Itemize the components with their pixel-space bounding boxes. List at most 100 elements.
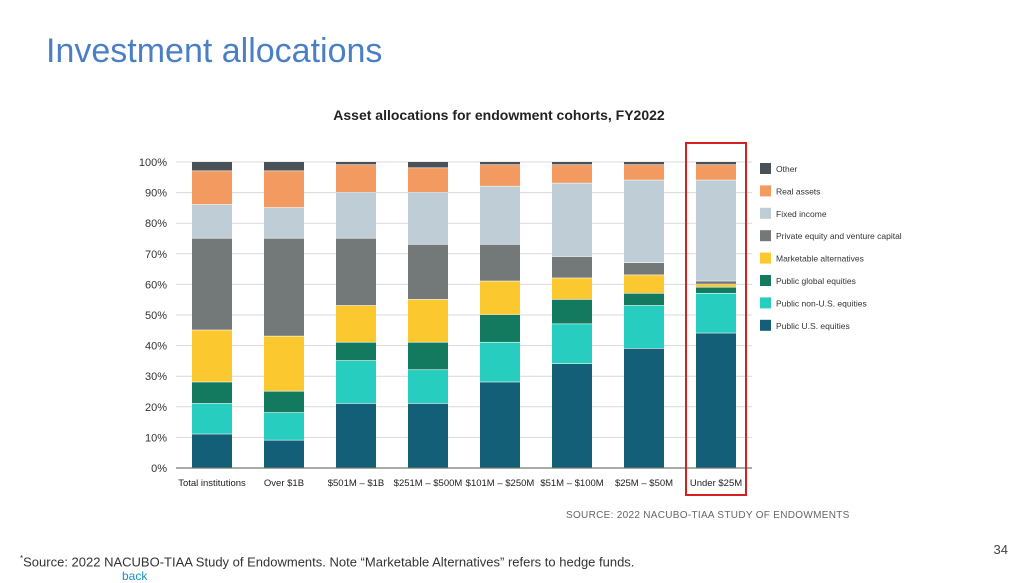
bar-segment — [192, 403, 232, 434]
footnote: *Source: 2022 NACUBO-TIAA Study of Endow… — [20, 554, 634, 569]
bar-segment — [552, 278, 592, 300]
y-tick-label: 40% — [145, 341, 167, 353]
y-tick-label: 0% — [151, 463, 167, 475]
bar-segment — [480, 315, 520, 342]
y-tick-label: 60% — [145, 279, 167, 291]
bar-segment — [552, 324, 592, 364]
bar-segment — [336, 192, 376, 238]
bar-segment — [408, 370, 448, 404]
bar-segment — [552, 256, 592, 278]
bar-segment — [552, 183, 592, 257]
x-tick-label: $25M – $50M — [615, 478, 673, 489]
legend-label: Marketable alternatives — [776, 254, 864, 264]
bar-segment — [192, 204, 232, 238]
bar-segment — [624, 348, 664, 468]
bar-segment — [552, 162, 592, 165]
page-number: 34 — [993, 542, 1008, 557]
bar-segment — [336, 238, 376, 306]
bar-segment — [408, 162, 448, 168]
bar-segment — [552, 363, 592, 468]
bar-segment — [624, 293, 664, 306]
bar-segment — [696, 180, 736, 281]
legend: Other Real assets Fixed income Private equi… — [760, 163, 902, 331]
legend-swatch — [760, 297, 771, 309]
footnote-text: Source: 2022 NACUBO-TIAA Study of Endowm… — [23, 554, 635, 570]
legend-swatch — [760, 185, 771, 197]
bar-stack — [480, 162, 520, 468]
x-tick-label: Under $25M — [690, 478, 742, 489]
bar-segment — [624, 162, 664, 165]
bar-segment — [264, 162, 304, 171]
bar-stack — [624, 162, 664, 468]
bar-segment — [336, 162, 376, 165]
legend-label: Public U.S. equities — [776, 321, 850, 331]
bar-segment — [264, 391, 304, 413]
y-tick-label: 10% — [145, 432, 167, 444]
x-tick-label: Total institutions — [178, 478, 246, 489]
bar-segment — [624, 180, 664, 263]
legend-swatch — [760, 207, 771, 219]
bar-segment — [480, 244, 520, 281]
legend-label: Fixed income — [776, 209, 827, 219]
bar-segment — [192, 238, 232, 330]
bar-segment — [480, 342, 520, 382]
bar-segment — [408, 342, 448, 370]
bar-segment — [696, 284, 736, 287]
y-tick-label: 90% — [145, 188, 167, 200]
bar-segment — [696, 293, 736, 333]
x-tick-label: $101M – $250M — [466, 478, 535, 489]
bar-stack — [192, 162, 232, 468]
bar-segment — [480, 165, 520, 186]
highlight-box — [685, 142, 747, 496]
bar-segment — [336, 342, 376, 361]
bar-segment — [336, 360, 376, 404]
bar-segment — [336, 403, 376, 468]
footnote-marker: * — [20, 554, 24, 563]
bar-segment — [624, 262, 664, 275]
bar-stack — [408, 162, 448, 468]
y-tick-label: 80% — [145, 218, 167, 230]
bar-segment — [696, 162, 736, 165]
legend-swatch — [760, 163, 771, 174]
bar-segment — [552, 165, 592, 183]
bar-segment — [624, 305, 664, 349]
legend-label: Public global equities — [776, 276, 856, 286]
bar-segment — [264, 171, 304, 208]
legend-swatch — [760, 319, 771, 331]
bar-segment — [264, 238, 304, 336]
bar-segment — [336, 165, 376, 192]
y-tick-label: 100% — [139, 157, 167, 169]
x-tick-label: Over $1B — [264, 478, 304, 489]
bar-stack — [696, 162, 736, 468]
bar-segment — [696, 287, 736, 293]
bar-segment — [336, 305, 376, 342]
bar-segment — [264, 336, 304, 391]
y-tick-label: 30% — [145, 371, 167, 383]
bar-segment — [264, 440, 304, 468]
bar-segment — [624, 165, 664, 180]
page-title: Investment allocations — [46, 32, 383, 70]
bar-stack — [336, 162, 376, 468]
bar-segment — [696, 281, 736, 284]
bar-segment — [408, 192, 448, 245]
bar-segment — [192, 382, 232, 404]
bar-segment — [408, 299, 448, 342]
bar-segment — [480, 281, 520, 315]
bar-segment — [192, 171, 232, 205]
bar-segment — [552, 299, 592, 324]
legend-label: Public non-U.S. equities — [776, 298, 867, 308]
bar-segment — [408, 244, 448, 300]
chart-title: Asset allocations for endowment cohorts,… — [333, 107, 665, 123]
x-axis: Total institutions Over $1B $501M – $1B $25… — [178, 478, 742, 489]
bar-segment — [192, 434, 232, 468]
bar-segment — [408, 168, 448, 192]
back-link[interactable]: back — [122, 569, 148, 583]
bar-segment — [696, 165, 736, 180]
bar-segment — [696, 333, 736, 468]
y-tick-label: 50% — [145, 310, 167, 322]
bars — [192, 162, 736, 468]
y-tick-label: 70% — [145, 249, 167, 261]
legend-swatch — [760, 275, 771, 286]
bar-segment — [408, 403, 448, 468]
